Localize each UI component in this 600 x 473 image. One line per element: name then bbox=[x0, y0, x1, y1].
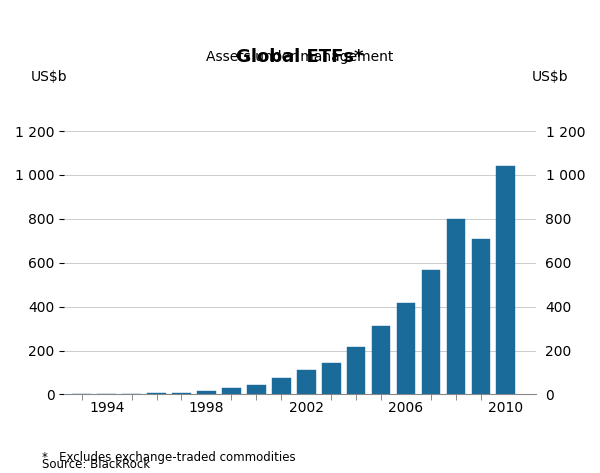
Text: US$b: US$b bbox=[532, 70, 569, 84]
Bar bbox=[322, 363, 341, 394]
Bar bbox=[472, 238, 490, 394]
Bar bbox=[222, 388, 241, 394]
Bar bbox=[422, 271, 440, 394]
Bar bbox=[347, 347, 365, 394]
Title: Global ETFs*: Global ETFs* bbox=[236, 48, 364, 66]
Bar bbox=[372, 326, 391, 394]
Bar bbox=[297, 370, 316, 394]
Text: Assets under management: Assets under management bbox=[206, 50, 394, 64]
Bar bbox=[397, 303, 415, 394]
Bar bbox=[446, 219, 465, 394]
Bar bbox=[172, 393, 191, 394]
Bar bbox=[197, 391, 216, 394]
Bar bbox=[272, 378, 290, 394]
Text: US$b: US$b bbox=[31, 70, 68, 84]
Text: *   Excludes exchange-traded commodities: * Excludes exchange-traded commodities bbox=[42, 451, 296, 464]
Bar bbox=[247, 385, 266, 394]
Bar bbox=[496, 166, 515, 394]
Text: Source: BlackRock: Source: BlackRock bbox=[42, 458, 150, 471]
